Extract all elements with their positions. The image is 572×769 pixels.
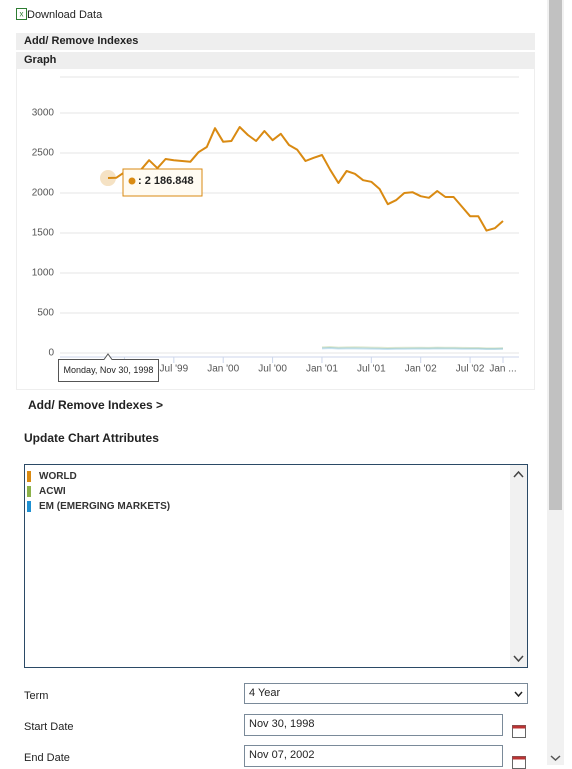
tooltip-box	[122, 168, 203, 197]
term-label: Term	[24, 690, 49, 702]
crosshair-label: Monday, Nov 30, 1998	[64, 365, 154, 375]
scroll-arrows	[513, 470, 524, 663]
legend-swatch	[27, 471, 31, 482]
series-line	[107, 126, 504, 232]
select-arrow	[514, 691, 523, 698]
series-line	[321, 346, 504, 350]
x-tick-label: Jan '01	[306, 364, 338, 375]
add-remove-link[interactable]: Add/ Remove Indexes >	[28, 398, 164, 412]
list-scrollbar[interactable]	[510, 465, 527, 667]
page-scrollbar[interactable]	[547, 0, 564, 765]
y-tick-label: 2500	[32, 148, 55, 159]
legend-item[interactable]: ACWI	[27, 484, 527, 499]
download[interactable]: x Download Data	[16, 8, 102, 21]
x-tick-label: Jul '02	[456, 364, 485, 375]
y-tick-label: 2000	[32, 188, 55, 199]
hover-halo	[100, 170, 116, 187]
y-tick-label: 1500	[32, 228, 55, 239]
x-tick-label: Jan ...	[489, 364, 516, 375]
scroll-thumb[interactable]	[549, 0, 562, 510]
x-tick-label: Jan '00	[207, 364, 239, 375]
x-tick-label: Jul '99	[160, 364, 189, 375]
legend-label: ACWI	[39, 486, 66, 497]
y-tick-label: 0	[48, 348, 54, 359]
start-label: Start Date	[24, 721, 74, 733]
x-tick-label: Jul '00	[258, 364, 287, 375]
svg-text:x: x	[20, 10, 24, 19]
y-tick-label: 500	[37, 308, 54, 319]
series-line	[321, 347, 504, 350]
calendar-icon[interactable]	[512, 725, 526, 738]
crosshair-label-box	[58, 353, 159, 382]
add-remove-bar[interactable]: Add/ Remove Indexes	[16, 33, 535, 50]
scroll-down	[550, 755, 561, 762]
x-tick-label: Jul '01	[357, 364, 386, 375]
calendar-icon[interactable]	[512, 756, 526, 769]
legend-swatch	[27, 486, 31, 497]
legend-item[interactable]: EM (EMERGING MARKETS)	[27, 499, 527, 514]
legend-swatch	[27, 501, 31, 512]
start-input[interactable]: Nov 30, 1998	[244, 714, 503, 736]
tooltip-dot	[128, 177, 136, 185]
term-select[interactable]: 4 Year	[244, 683, 528, 704]
download-text: Download Data	[27, 9, 103, 21]
attributes-title: Update Chart Attributes	[24, 431, 159, 445]
end-label: End Date	[24, 752, 70, 764]
tooltip-value: : 2 186.848	[138, 175, 194, 187]
excel-icon: x	[16, 8, 27, 20]
legend-item[interactable]: WORLD	[27, 469, 527, 484]
chart-panel	[16, 68, 535, 390]
legend-label: EM (EMERGING MARKETS)	[39, 501, 171, 512]
term-value: 4 Year	[249, 687, 281, 699]
y-tick-label: 3000	[32, 108, 55, 119]
legend-label: WORLD	[39, 471, 77, 482]
y-tick-label: 1000	[32, 268, 55, 279]
end-input[interactable]: Nov 07, 2002	[244, 745, 503, 767]
chart: 050010001500200025003000Jan '99Jul '99Ja…	[32, 76, 519, 382]
index-list[interactable]: WORLD ACWI EM (EMERGING MARKETS)	[24, 464, 528, 668]
x-tick-label: Jan '02	[405, 364, 437, 375]
graph-bar[interactable]: Graph	[16, 52, 535, 69]
